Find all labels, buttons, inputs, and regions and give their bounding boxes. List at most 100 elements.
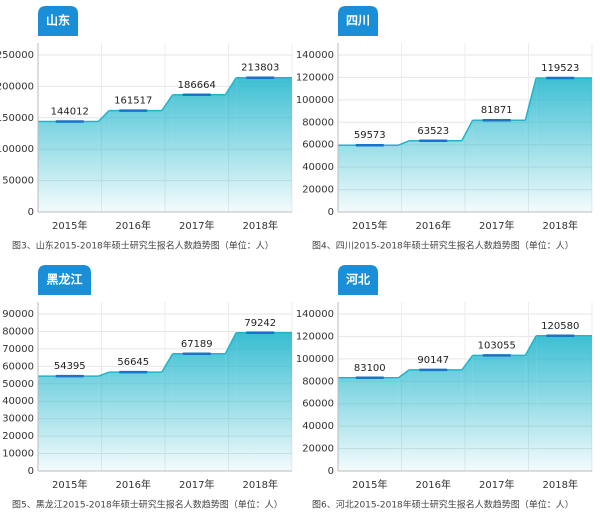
x-tick-label: 2016年 (116, 219, 151, 232)
area-connector (98, 372, 110, 471)
y-tick-label: 0 (28, 207, 34, 218)
area-slope (97, 110, 110, 123)
x-tick-label: 2018年 (243, 219, 278, 232)
area-segment (536, 335, 592, 471)
value-label: 79242 (244, 318, 276, 329)
y-tick-label: 50000 (2, 176, 34, 187)
area-connector (225, 332, 237, 471)
area-connector (98, 110, 110, 212)
area-slope (461, 354, 474, 371)
value-label: 90147 (417, 355, 449, 366)
y-tick-label: 0 (328, 466, 334, 477)
y-tick-label: 200000 (0, 81, 34, 92)
value-label: 83100 (354, 363, 386, 374)
area-connector (398, 140, 410, 212)
value-label: 67189 (181, 339, 213, 350)
area-segment (236, 332, 292, 471)
tag-label: 河北 (345, 272, 370, 287)
y-tick-label: 20000 (302, 185, 334, 196)
area-connector (461, 355, 473, 471)
x-tick-label: 2015年 (352, 478, 387, 491)
tag-label: 山东 (46, 13, 70, 28)
area-connector (225, 77, 237, 212)
value-label: 144012 (51, 107, 89, 118)
value-label: 213803 (241, 63, 279, 74)
value-label: 81871 (481, 105, 513, 116)
y-tick-label: 20000 (2, 431, 34, 442)
area-segment (409, 369, 462, 471)
y-tick-label: 50000 (2, 379, 34, 390)
area-slope (161, 353, 174, 373)
tag-badge (38, 6, 78, 36)
tag-badge (338, 6, 378, 36)
y-tick-label: 60000 (2, 361, 34, 372)
x-tick-label: 2016年 (116, 478, 151, 491)
area-slope (98, 371, 110, 377)
x-tick-label: 2018年 (543, 478, 578, 491)
y-tick-label: 140000 (296, 309, 334, 320)
area-segment (236, 77, 292, 212)
y-tick-label: 40000 (302, 421, 334, 432)
area-segment (172, 353, 226, 471)
y-tick-label: 60000 (302, 140, 334, 151)
y-tick-label: 100000 (0, 144, 34, 155)
x-tick-label: 2017年 (479, 478, 514, 491)
y-tick-label: 70000 (2, 344, 34, 355)
y-tick-label: 120000 (296, 72, 334, 83)
area-segment (338, 145, 399, 212)
area-connector (461, 120, 473, 212)
area-segment (536, 77, 592, 212)
area-segment (109, 110, 162, 212)
area-connector (525, 335, 537, 471)
area-connector (161, 353, 173, 471)
tag-label: 黑龙江 (46, 272, 82, 287)
x-tick-label: 2015年 (52, 478, 87, 491)
tag-label: 四川 (346, 14, 370, 28)
area-segment (409, 140, 462, 212)
value-label: 186664 (178, 80, 216, 91)
area-segment (338, 377, 399, 471)
value-label: 54395 (54, 361, 86, 372)
x-tick-label: 2016年 (416, 478, 451, 491)
y-tick-label: 120000 (296, 331, 334, 342)
y-tick-label: 80000 (302, 376, 334, 387)
value-label: 56645 (117, 357, 149, 368)
value-label: 161517 (114, 96, 152, 107)
x-tick-label: 2017年 (479, 219, 514, 232)
area-slope (224, 332, 237, 355)
area-slope (397, 369, 410, 379)
x-tick-label: 2018年 (543, 219, 578, 232)
y-tick-label: 80000 (302, 117, 334, 128)
caption: 图4、四川2015-2018年硕士研究生报名人数趋势图（单位：人） (312, 240, 574, 252)
y-tick-label: 40000 (302, 162, 334, 173)
x-tick-label: 2015年 (352, 219, 387, 232)
tag-badge (38, 265, 91, 295)
x-tick-label: 2017年 (179, 478, 214, 491)
y-tick-label: 0 (328, 207, 334, 218)
value-label: 59573 (354, 130, 386, 141)
y-tick-label: 100000 (296, 95, 334, 106)
area-connector (161, 94, 173, 212)
area-segment (38, 121, 99, 212)
y-tick-label: 40000 (2, 396, 34, 407)
area-segment (472, 355, 526, 471)
value-label: 120580 (541, 321, 579, 332)
y-tick-label: 30000 (2, 414, 34, 425)
area-segment (109, 372, 162, 471)
y-tick-label: 100000 (296, 354, 334, 365)
area-slope (161, 94, 174, 111)
x-tick-label: 2016年 (416, 219, 451, 232)
area-slope (524, 335, 537, 356)
y-tick-label: 150000 (0, 113, 34, 124)
caption: 图5、黑龙江2015-2018年硕士研究生报名人数趋势图（单位：人） (12, 499, 283, 511)
y-tick-label: 0 (28, 466, 34, 477)
value-label: 119523 (541, 63, 579, 74)
y-tick-label: 140000 (296, 50, 334, 61)
area-slope (461, 119, 474, 142)
area-segment (172, 94, 226, 212)
area-slope (524, 77, 537, 121)
y-tick-label: 250000 (0, 50, 34, 61)
caption: 图3、山东2015-2018年硕士研究生报名人数趋势图（单位：人） (12, 240, 274, 252)
area-segment (472, 120, 526, 212)
